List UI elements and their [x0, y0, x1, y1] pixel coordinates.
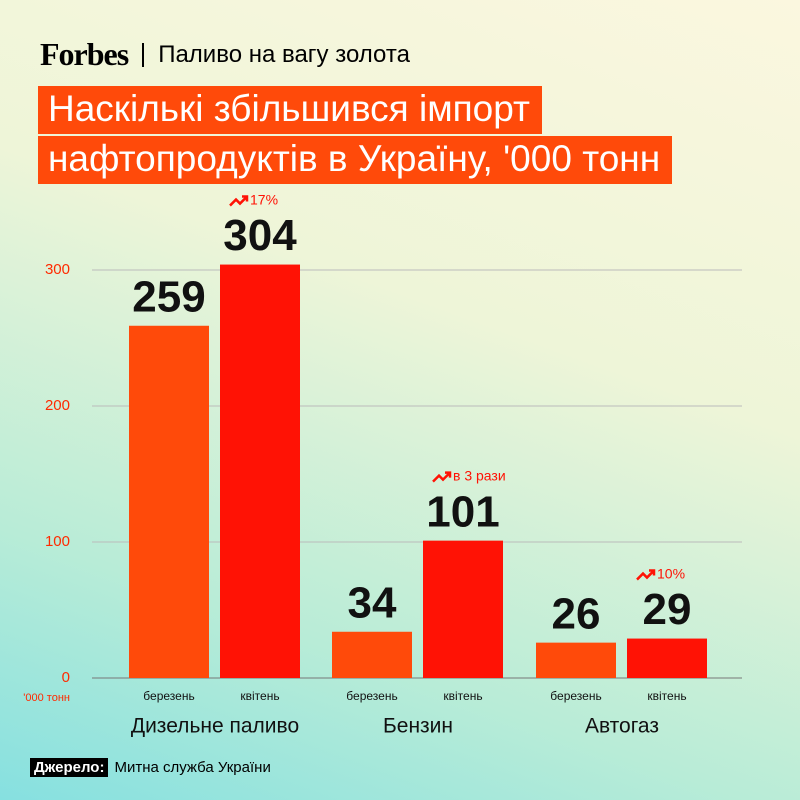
value-label: 304: [223, 211, 297, 260]
series-label: квітень: [240, 689, 279, 703]
section: Паливо на вагу золота: [158, 40, 410, 68]
value-label: 34: [348, 578, 397, 627]
arrow-icon: [432, 471, 452, 483]
value-label: 26: [552, 589, 601, 638]
title-line: Наскількі збільшився імпорт: [38, 86, 542, 134]
chart-title: Наскількі збільшився імпорт нафтопродукт…: [38, 86, 673, 186]
series-label: квітень: [647, 689, 686, 703]
bar: [129, 325, 209, 678]
annotation-text: 10%: [657, 565, 685, 581]
category-label: Дизельне паливо: [131, 715, 299, 738]
arrow-icon: [229, 195, 249, 207]
value-label: 29: [643, 585, 692, 634]
source-label: Джерело:: [30, 758, 109, 777]
title-line: нафтопродуктів в Україну, '000 тонн: [38, 136, 673, 184]
annotation-text: 17%: [250, 191, 278, 207]
bar: [332, 631, 412, 678]
value-label: 101: [426, 487, 499, 536]
bar: [536, 642, 616, 678]
source: Джерело: Митна служба України: [30, 758, 271, 777]
source-text: Митна служба України: [114, 759, 271, 776]
category-label: Бензин: [383, 715, 453, 738]
y-unit-label: '000 тонн: [23, 692, 70, 704]
series-label: березень: [346, 689, 397, 703]
bar: [423, 540, 503, 678]
annotation: 17%: [229, 191, 278, 207]
bar: [627, 638, 707, 678]
y-tick-label: 300: [45, 261, 70, 278]
annotation: в 3 рази: [432, 467, 506, 483]
y-tick-label: 0: [62, 669, 70, 686]
series-label: квітень: [443, 689, 482, 703]
series-label: березень: [550, 689, 601, 703]
arrow-icon: [636, 569, 656, 581]
header: Forbes Паливо на вагу золота: [40, 36, 410, 73]
annotation-text: в 3 рази: [453, 467, 506, 483]
y-tick-label: 100: [45, 533, 70, 550]
bar: [220, 264, 300, 678]
value-label: 259: [132, 272, 205, 321]
y-tick-label: 200: [45, 397, 70, 414]
brand: Forbes: [40, 36, 129, 72]
separator: [142, 42, 145, 67]
category-label: Автогаз: [585, 715, 659, 738]
series-label: березень: [143, 689, 194, 703]
annotation: 10%: [636, 565, 685, 581]
